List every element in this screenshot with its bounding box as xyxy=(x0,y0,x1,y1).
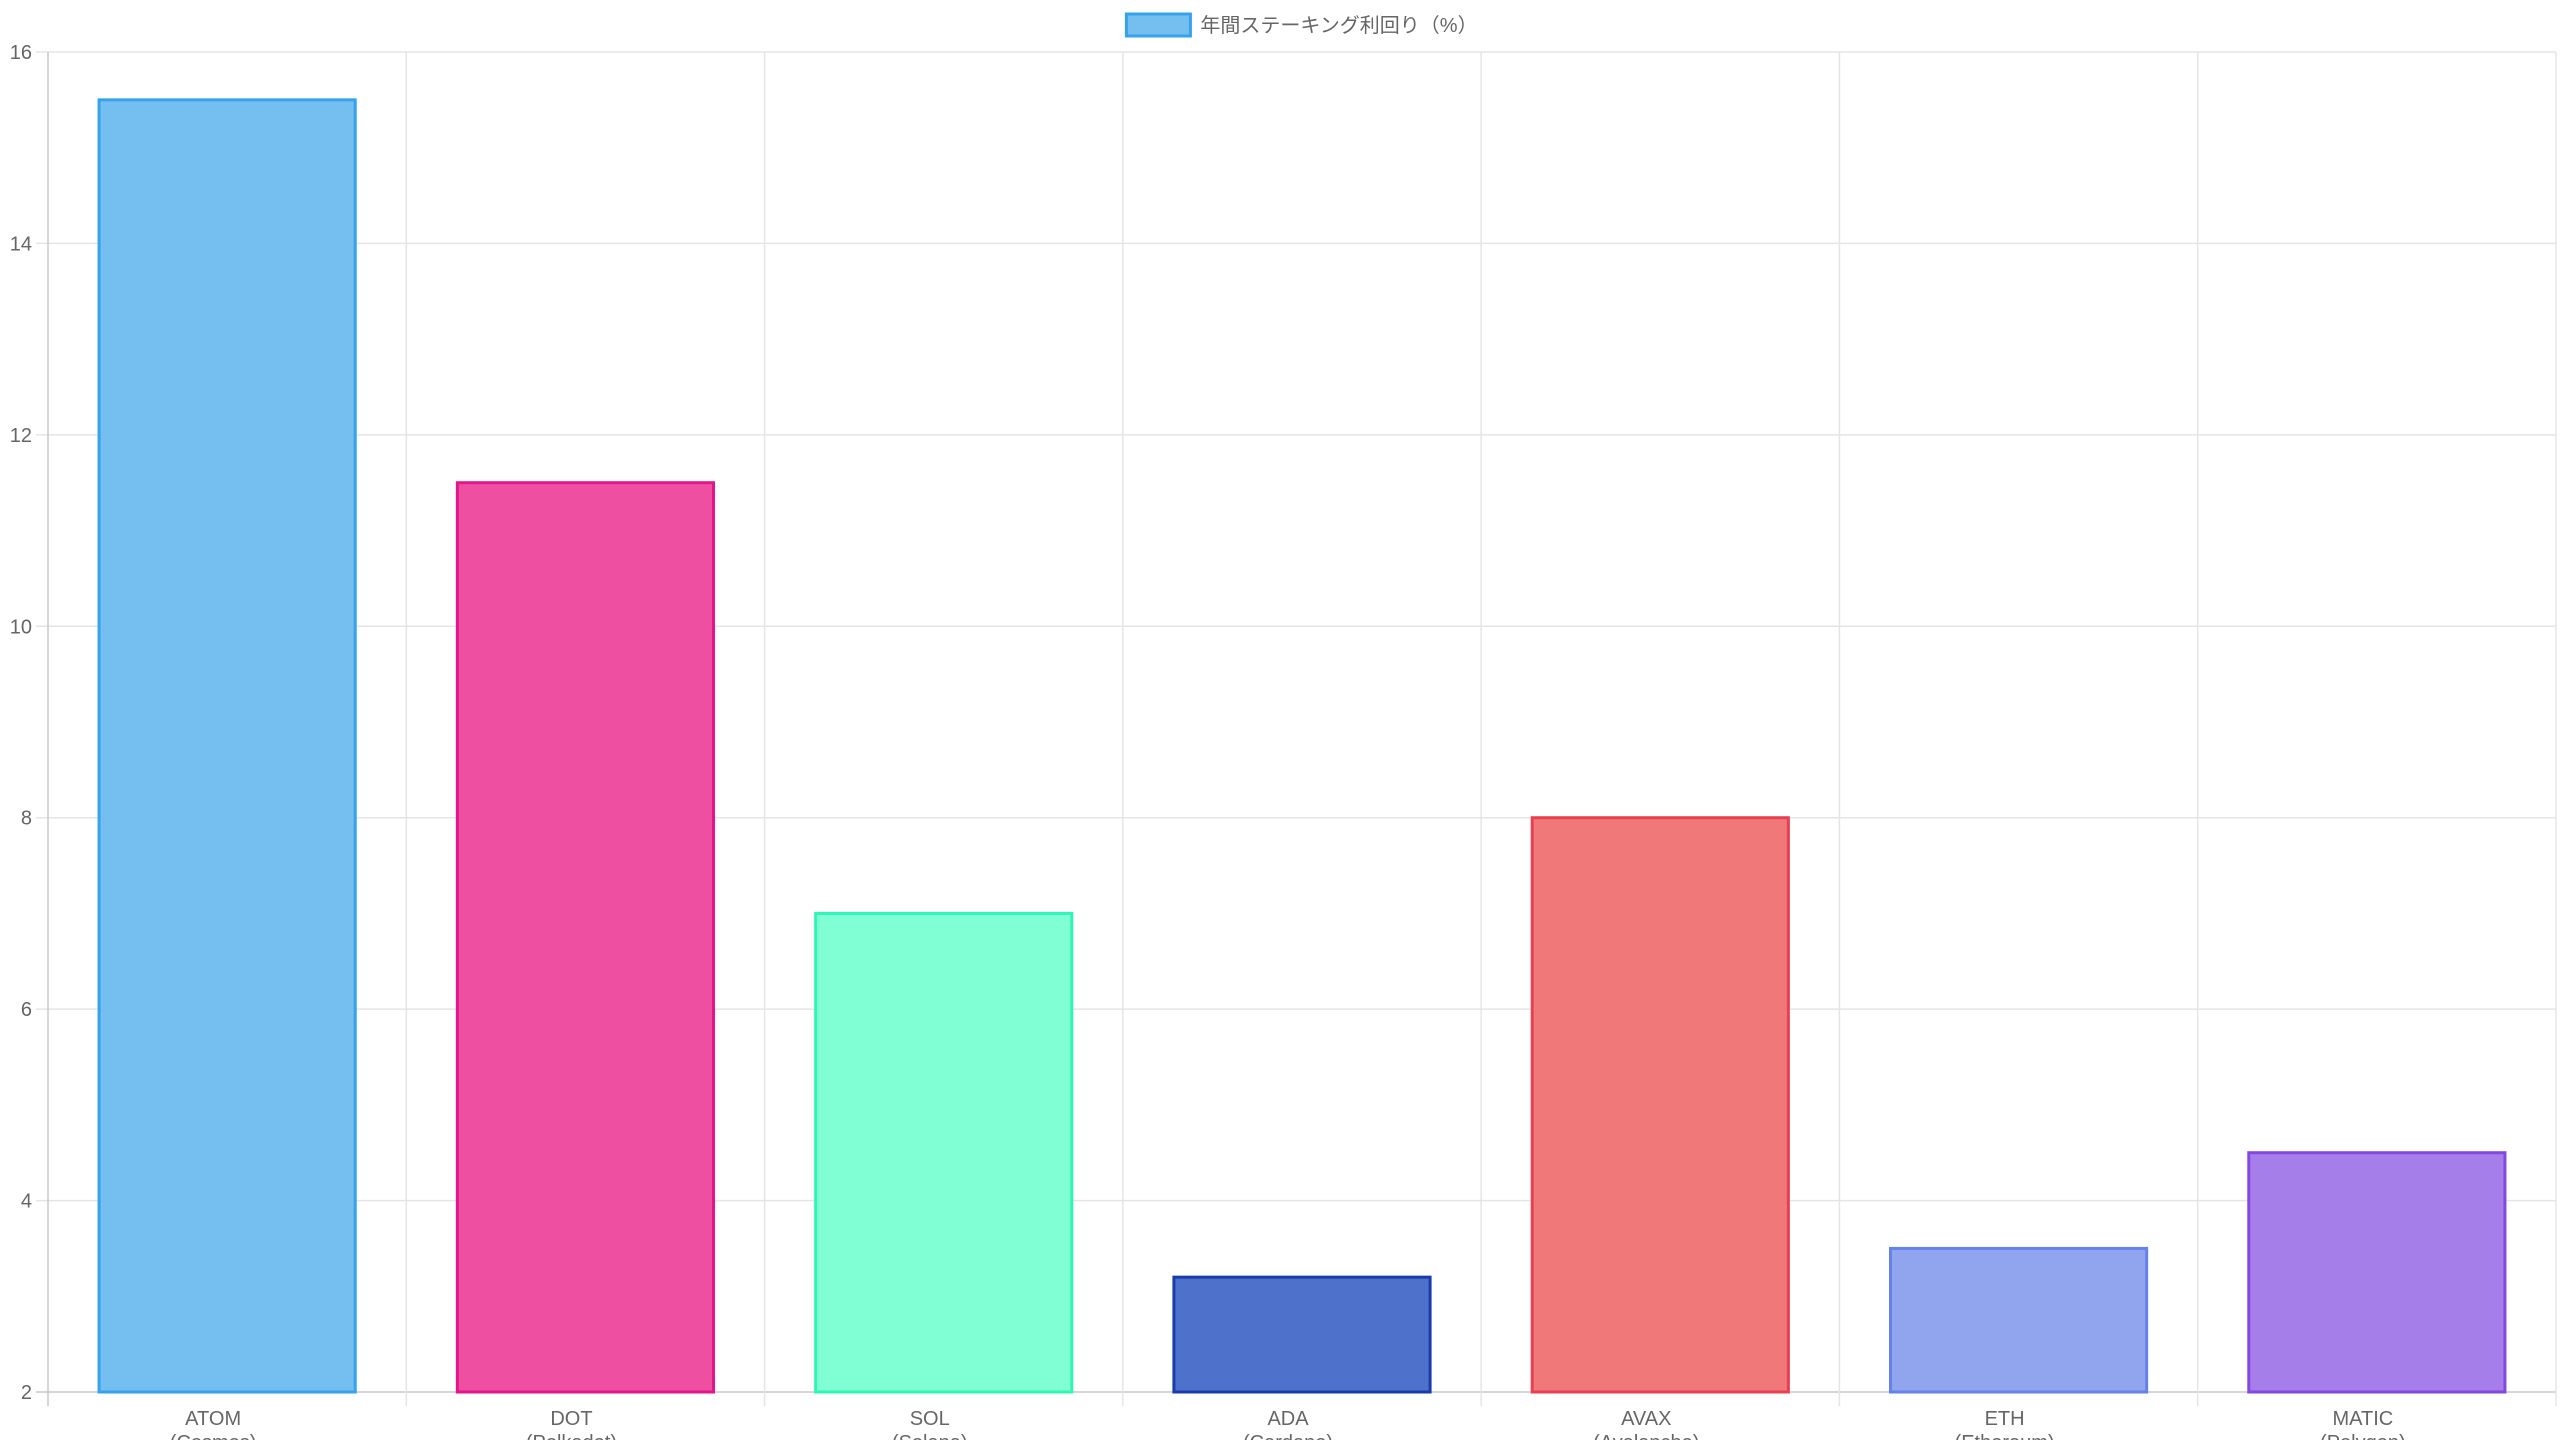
x-tick-label: (Polygon) xyxy=(2320,1432,2406,1440)
legend[interactable]: 年間ステーキング利回り（%） xyxy=(1124,12,1478,38)
y-tick-label: 16 xyxy=(10,42,32,64)
y-tick-label: 8 xyxy=(21,808,32,830)
x-tick-label: ATOM xyxy=(185,1408,241,1430)
bar-ada[interactable] xyxy=(1172,1275,1432,1394)
x-tick-label: ETH xyxy=(1985,1408,2025,1430)
x-tick-label: (Avalanche) xyxy=(1593,1432,1699,1440)
bar-dot[interactable] xyxy=(455,481,716,1394)
bar-atom[interactable] xyxy=(97,98,357,1394)
y-tick-label: 14 xyxy=(10,233,32,255)
y-tick-label: 12 xyxy=(10,425,32,447)
x-tick-label: (Polkadot) xyxy=(526,1432,617,1440)
x-tick-label: (Cosmos) xyxy=(170,1432,257,1440)
x-tick-label: ADA xyxy=(1267,1408,1309,1430)
axes: 2 4 6 8 10 12 14 16 ATOM (Cosmos) DOT (Polkadot) SOL… xyxy=(10,42,2406,1440)
bar-sol[interactable] xyxy=(814,911,1074,1394)
bar-avax[interactable] xyxy=(1530,816,1790,1394)
legend-label[interactable]: 年間ステーキング利回り（%） xyxy=(1200,14,1477,37)
x-tick-label: MATIC xyxy=(2332,1408,2393,1430)
y-tick-label: 6 xyxy=(21,999,32,1021)
bar-matic[interactable] xyxy=(2247,1151,2507,1394)
x-tick-label: AVAX xyxy=(1621,1408,1671,1430)
x-tick-label: DOT xyxy=(550,1408,592,1430)
y-tick-label: 10 xyxy=(10,616,32,638)
x-tick-label: SOL xyxy=(910,1408,950,1430)
legend-swatch[interactable] xyxy=(1124,12,1192,38)
x-tick-label: (Ethereum) xyxy=(1955,1432,2055,1440)
bar-eth[interactable] xyxy=(1888,1246,2149,1394)
grid-lines xyxy=(36,51,2557,1406)
y-tick-label: 2 xyxy=(21,1382,32,1404)
y-tick-label: 4 xyxy=(21,1191,32,1213)
bars xyxy=(97,98,2507,1394)
x-tick-label: (Cardano) xyxy=(1243,1432,1333,1440)
x-tick-label: (Solana) xyxy=(892,1432,968,1440)
